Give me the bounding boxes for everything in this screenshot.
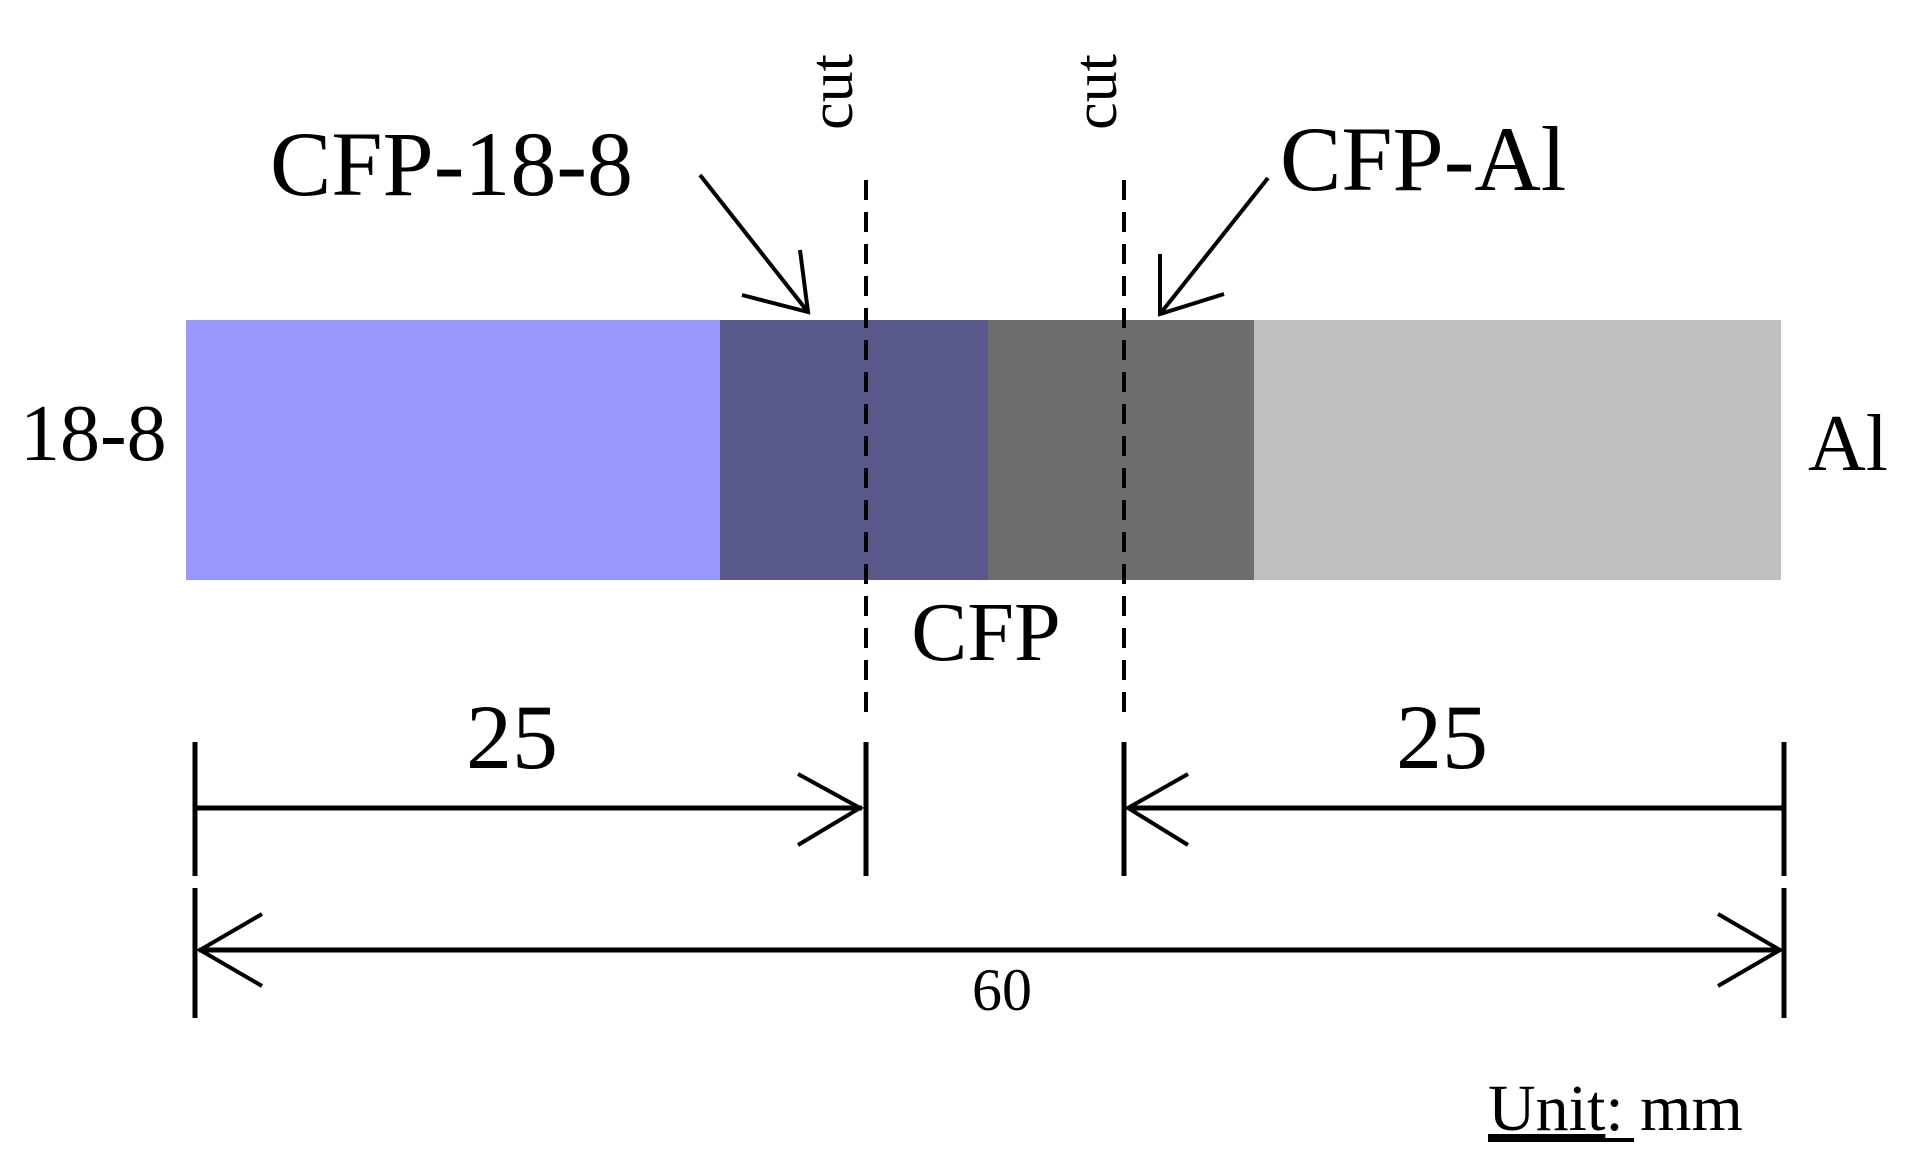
dim-left-arrowhead <box>796 772 865 847</box>
aluminum-segment <box>1254 320 1781 580</box>
dim-left-value: 25 <box>466 686 558 788</box>
center-label-cfp: CFP <box>911 586 1060 679</box>
unit-value: : mm <box>1605 1072 1743 1145</box>
steel-segment <box>186 320 720 580</box>
arrow-cfp-al <box>1158 176 1270 316</box>
dim-right-value: 25 <box>1396 686 1488 788</box>
dim-right-arrowhead <box>1124 772 1190 847</box>
arrow-cfp-18-8 <box>698 173 810 314</box>
unit-note: Unit: mm <box>1488 1072 1743 1145</box>
unit-word: Unit <box>1488 1072 1605 1145</box>
arrowhead-cfp-18-8 <box>741 249 811 315</box>
material-label-al: Al <box>1808 400 1888 488</box>
dim-total-arrowhead-left <box>196 912 264 988</box>
joint-label-cfp-18-8: CFP-18-8 <box>270 113 633 215</box>
cut-label-left: cut <box>798 54 866 130</box>
arrowhead-cfp-al <box>1158 254 1225 317</box>
cfp-al-segment <box>988 320 1254 580</box>
material-label-18-8: 18-8 <box>20 390 167 478</box>
dim-total-arrowhead-right <box>1716 912 1784 988</box>
cut-label-right: cut <box>1062 54 1130 130</box>
dim-total-value: 60 <box>972 957 1032 1023</box>
cfp-steel-segment <box>720 320 988 580</box>
joint-label-cfp-al: CFP-Al <box>1280 108 1566 210</box>
